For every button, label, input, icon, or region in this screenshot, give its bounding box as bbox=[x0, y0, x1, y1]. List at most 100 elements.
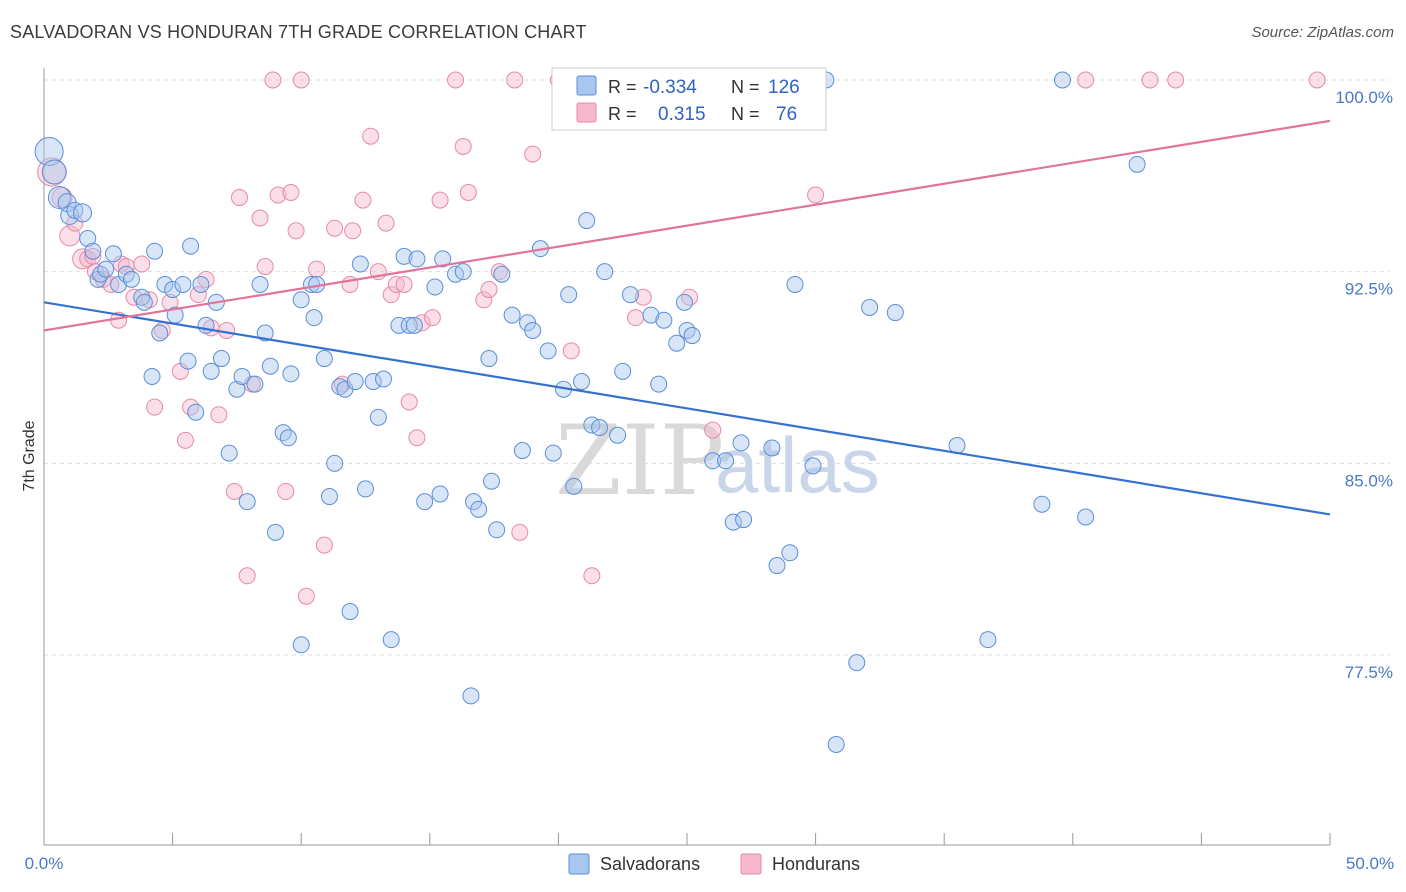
honduran-point-1 bbox=[51, 187, 73, 209]
salvadoran-point-97 bbox=[614, 362, 632, 380]
honduran-point-31 bbox=[251, 209, 269, 227]
honduran-point-40 bbox=[308, 260, 326, 278]
honduran-legend-swatch bbox=[576, 102, 597, 123]
salvadoran-point-38 bbox=[251, 275, 269, 293]
salvadoran-point-62 bbox=[382, 631, 400, 649]
salvadoran-point-44 bbox=[282, 365, 300, 383]
salvadoran-point-37 bbox=[246, 375, 264, 393]
honduran-point-58 bbox=[447, 71, 465, 89]
salvadoran-point-82 bbox=[513, 442, 531, 460]
honduran-point-56 bbox=[423, 309, 441, 327]
chart-title: SALVADORAN VS HONDURAN 7TH GRADE CORRELA… bbox=[10, 22, 587, 42]
watermark-zip: ZIP bbox=[555, 405, 724, 517]
honduran-point-42 bbox=[326, 219, 344, 237]
honduran-point-61 bbox=[475, 291, 493, 309]
honduran-point-54 bbox=[408, 429, 426, 447]
y-tick-label-1: 85.0% bbox=[1345, 471, 1393, 490]
salvadoran-point-109 bbox=[732, 434, 750, 452]
salvadoran-point-61 bbox=[375, 370, 393, 388]
salvadoran-point-41 bbox=[266, 523, 284, 541]
salvadoran-point-53 bbox=[331, 378, 349, 396]
honduran-point-53 bbox=[400, 393, 418, 411]
honduran-point-52 bbox=[395, 275, 413, 293]
salvadoran-point-87 bbox=[544, 444, 562, 462]
salvadorans-legend-swatch bbox=[568, 853, 590, 875]
honduran-trend-line bbox=[43, 119, 1331, 332]
salvadoran-point-42 bbox=[274, 424, 292, 442]
salvadoran-point-101 bbox=[655, 311, 673, 329]
honduran-point-73 bbox=[681, 288, 699, 306]
hondurans-legend-label: Hondurans bbox=[772, 854, 860, 874]
y-tick-label-3: 100.0% bbox=[1335, 88, 1393, 107]
salvadoran-point-19 bbox=[146, 242, 164, 260]
salvadoran-point-90 bbox=[565, 477, 583, 495]
salvadoran-trend-line bbox=[43, 301, 1331, 516]
salvadoran-point-40 bbox=[261, 357, 279, 375]
honduran-point-46 bbox=[354, 191, 372, 209]
salvadoran-point-67 bbox=[408, 250, 426, 268]
salvadoran-point-95 bbox=[596, 263, 614, 281]
honduran-r-label: R = bbox=[608, 104, 637, 124]
salvadoran-point-70 bbox=[431, 485, 449, 503]
trend-lines bbox=[43, 119, 1331, 516]
gridlines bbox=[44, 79, 1390, 656]
salvadoran-point-92 bbox=[578, 212, 596, 230]
honduran-point-29 bbox=[238, 567, 256, 585]
honduran-point-14 bbox=[133, 255, 151, 273]
honduran-point-23 bbox=[197, 270, 215, 288]
stats-legend: R = -0.334 N = 126 R = 0.315 N = 76 bbox=[551, 67, 827, 131]
y-axis-label: 7th Grade bbox=[21, 420, 38, 491]
honduran-point-50 bbox=[382, 286, 400, 304]
salvadoran-point-60 bbox=[369, 408, 387, 426]
honduran-point-63 bbox=[490, 263, 508, 281]
honduran-point-80 bbox=[1308, 71, 1326, 89]
honduran-point-47 bbox=[362, 127, 380, 145]
salvadoran-point-20 bbox=[151, 324, 169, 342]
y-tick-label-0: 77.5% bbox=[1345, 663, 1393, 682]
salvadoran-point-115 bbox=[786, 275, 804, 293]
y-tick-label-2: 92.5% bbox=[1345, 280, 1393, 299]
hondurans-legend-swatch bbox=[740, 853, 762, 875]
salvadoran-r-value: -0.334 bbox=[643, 77, 697, 98]
salvadoran-point-106 bbox=[704, 452, 722, 470]
salvadoran-point-118 bbox=[827, 735, 845, 753]
salvadoran-point-12 bbox=[104, 245, 122, 263]
salvadoran-point-103 bbox=[675, 293, 693, 311]
salvadoran-point-68 bbox=[416, 493, 434, 511]
honduran-point-34 bbox=[269, 186, 287, 204]
honduran-point-49 bbox=[377, 214, 395, 232]
salvadoran-n-value: 126 bbox=[768, 77, 800, 98]
salvadoran-point-50 bbox=[315, 350, 333, 368]
salvadoran-point-69 bbox=[426, 278, 444, 296]
salvadoran-point-16 bbox=[133, 288, 151, 306]
salvadoran-point-94 bbox=[591, 419, 609, 437]
honduran-n-value: 76 bbox=[776, 104, 797, 125]
salvadoran-point-114 bbox=[781, 544, 799, 562]
honduran-point-62 bbox=[480, 281, 498, 299]
salvadoran-point-126 bbox=[1077, 508, 1095, 526]
salvadoran-point-73 bbox=[454, 263, 472, 281]
salvadoran-point-105 bbox=[683, 327, 701, 345]
honduran-point-45 bbox=[344, 222, 362, 240]
salvadoran-point-123 bbox=[979, 631, 997, 649]
honduran-point-25 bbox=[210, 406, 228, 424]
honduran-point-60 bbox=[459, 183, 477, 201]
honduran-point-16 bbox=[146, 398, 164, 416]
salvadoran-point-30 bbox=[202, 362, 220, 380]
honduran-point-66 bbox=[524, 145, 542, 163]
honduran-point-28 bbox=[230, 189, 248, 207]
honduran-point-69 bbox=[583, 567, 601, 585]
salvadoran-point-59 bbox=[364, 373, 382, 391]
honduran-point-21 bbox=[182, 398, 200, 416]
series-salvadorans-points bbox=[34, 71, 1146, 753]
salvadoran-point-89 bbox=[560, 286, 578, 304]
salvadoran-legend-swatch bbox=[576, 75, 597, 96]
salvadoran-point-34 bbox=[228, 380, 246, 398]
salvadoran-point-108 bbox=[724, 513, 742, 531]
x-tick-label-min: 0.0% bbox=[25, 854, 64, 873]
honduran-point-41 bbox=[315, 536, 333, 554]
honduran-point-36 bbox=[282, 183, 300, 201]
salvadoran-point-120 bbox=[861, 298, 879, 316]
salvadoran-point-79 bbox=[488, 521, 506, 539]
salvadoran-point-102 bbox=[668, 334, 686, 352]
